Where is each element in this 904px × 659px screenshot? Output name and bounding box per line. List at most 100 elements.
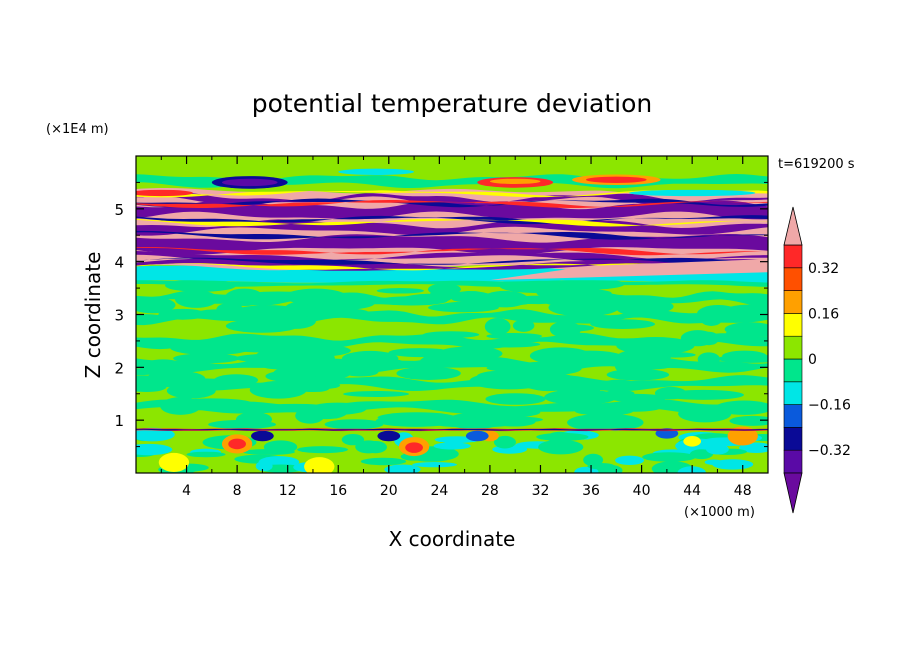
field-bl-patch: [384, 464, 421, 473]
chart-title: potential temperature deviation: [252, 89, 652, 118]
field-patch-sea: [654, 386, 687, 400]
field-bl-patch: [433, 442, 471, 450]
time-label: t=619200 s: [778, 157, 855, 172]
y-tick-label: 1: [114, 412, 124, 430]
colorbar-max-arrow: [783, 206, 803, 246]
x-tick-label: 20: [380, 483, 398, 499]
colorbar-bin: [783, 358, 803, 383]
field-bl-patch: [412, 462, 457, 468]
field-edge-line: [136, 247, 768, 256]
field-patch-sea: [722, 350, 767, 362]
field-top-blob: [489, 178, 541, 185]
field-bl-blob: [405, 442, 423, 453]
field-top-blob: [136, 189, 193, 197]
field-bl-blob: [304, 457, 335, 473]
x-tick-label: 48: [734, 483, 752, 499]
field-edge-line: [136, 263, 768, 271]
field-top-blob: [221, 178, 278, 187]
field-bl-blob: [377, 430, 401, 442]
colorbar: −0.32 −0.16 0 0.16 0.32: [783, 206, 851, 514]
x-tick-label: 44: [683, 483, 701, 499]
field-seam: [136, 215, 768, 225]
y-unit-label: (×1E4 m): [46, 122, 109, 137]
field-streak: [136, 332, 768, 350]
y-axis: 1 2 3 4 5: [114, 181, 768, 448]
colorbar-min-arrow: [783, 472, 803, 514]
colorbar-bin: [783, 381, 803, 405]
field-patch-sea: [485, 393, 546, 405]
field-bl-patch: [360, 457, 407, 466]
field-streak: [136, 356, 768, 373]
field-edge-line: [136, 200, 768, 208]
field-bl-patch: [148, 432, 167, 441]
field-bl-patch: [136, 443, 173, 456]
field-patch-sea: [465, 417, 507, 427]
field-bl-blob: [683, 436, 702, 447]
x-unit-label: (×1000 m): [684, 505, 755, 520]
field-patch-sea: [604, 390, 635, 397]
colorbar-tick-label: 0.32: [808, 261, 839, 277]
field-patch-sea: [396, 366, 461, 380]
x-tick-label: 32: [532, 483, 550, 499]
x-tick-label: 4: [182, 483, 191, 499]
field-patch-sea: [173, 353, 240, 364]
field-bl-patch: [186, 451, 226, 458]
colorbar-bin: [783, 404, 803, 428]
field-purple-layer: [136, 192, 768, 206]
contour-field: [136, 156, 768, 473]
field-patch-sea: [208, 419, 277, 429]
field-bl-patch: [538, 439, 584, 455]
x-tick-label: 16: [329, 483, 347, 499]
field-bl-patch: [341, 433, 365, 446]
x-tick-label: 24: [430, 483, 448, 499]
x-tick-label: 36: [582, 483, 600, 499]
field-bl-patch: [263, 440, 298, 454]
field-sea-band: [136, 280, 768, 287]
x-tick-label: 28: [481, 483, 499, 499]
field-patch-sea: [556, 324, 594, 332]
field-top-blob: [628, 189, 756, 197]
field-pink-wedge: [489, 259, 768, 281]
colorbar-bin: [783, 244, 803, 269]
x-tick-label: 12: [279, 483, 297, 499]
field-patch-sea: [606, 368, 670, 381]
field-patch-sea: [343, 391, 410, 398]
colorbar-tick-label: −0.16: [808, 398, 851, 414]
colorbar-bin: [783, 449, 803, 474]
field-edge-line: [136, 218, 768, 227]
colorbar-bin: [783, 427, 803, 451]
field-bl-line: [136, 428, 768, 431]
field-seam: [136, 230, 768, 240]
x-tick-label: 8: [233, 483, 242, 499]
field-bl-patch: [615, 455, 645, 465]
field-bl-patch: [255, 461, 273, 472]
field-bl-patch: [704, 459, 723, 465]
field-patch-sea: [324, 419, 384, 430]
field-bl-blob: [727, 426, 758, 446]
field-seam: [136, 198, 768, 208]
field-bl-patch: [363, 440, 387, 454]
field-patch-sea: [512, 319, 535, 332]
field-bl-patch: [587, 462, 615, 470]
x-tick-label: 40: [633, 483, 651, 499]
field-patch-sea: [484, 318, 511, 336]
field-patch-sea: [428, 302, 499, 313]
y-axis-label: Z coordinate: [81, 252, 105, 379]
field-patch-sea: [532, 384, 563, 392]
field-bl-patch: [297, 446, 348, 454]
field-bl-blob: [251, 430, 274, 442]
field-streak: [136, 309, 768, 326]
field-patch-sea: [375, 415, 457, 427]
field-streak: [136, 290, 768, 307]
field-purple-layer: [136, 200, 768, 220]
field-bl-blob: [228, 438, 246, 450]
field-patch-sea: [567, 413, 644, 432]
field-patch-sea: [556, 350, 624, 365]
field-bl-blob: [465, 430, 489, 442]
field-patch-sea: [206, 342, 247, 354]
field-patch-sea: [544, 389, 617, 405]
field-seam: [136, 257, 768, 266]
colorbar-tick-label: 0: [808, 352, 817, 368]
